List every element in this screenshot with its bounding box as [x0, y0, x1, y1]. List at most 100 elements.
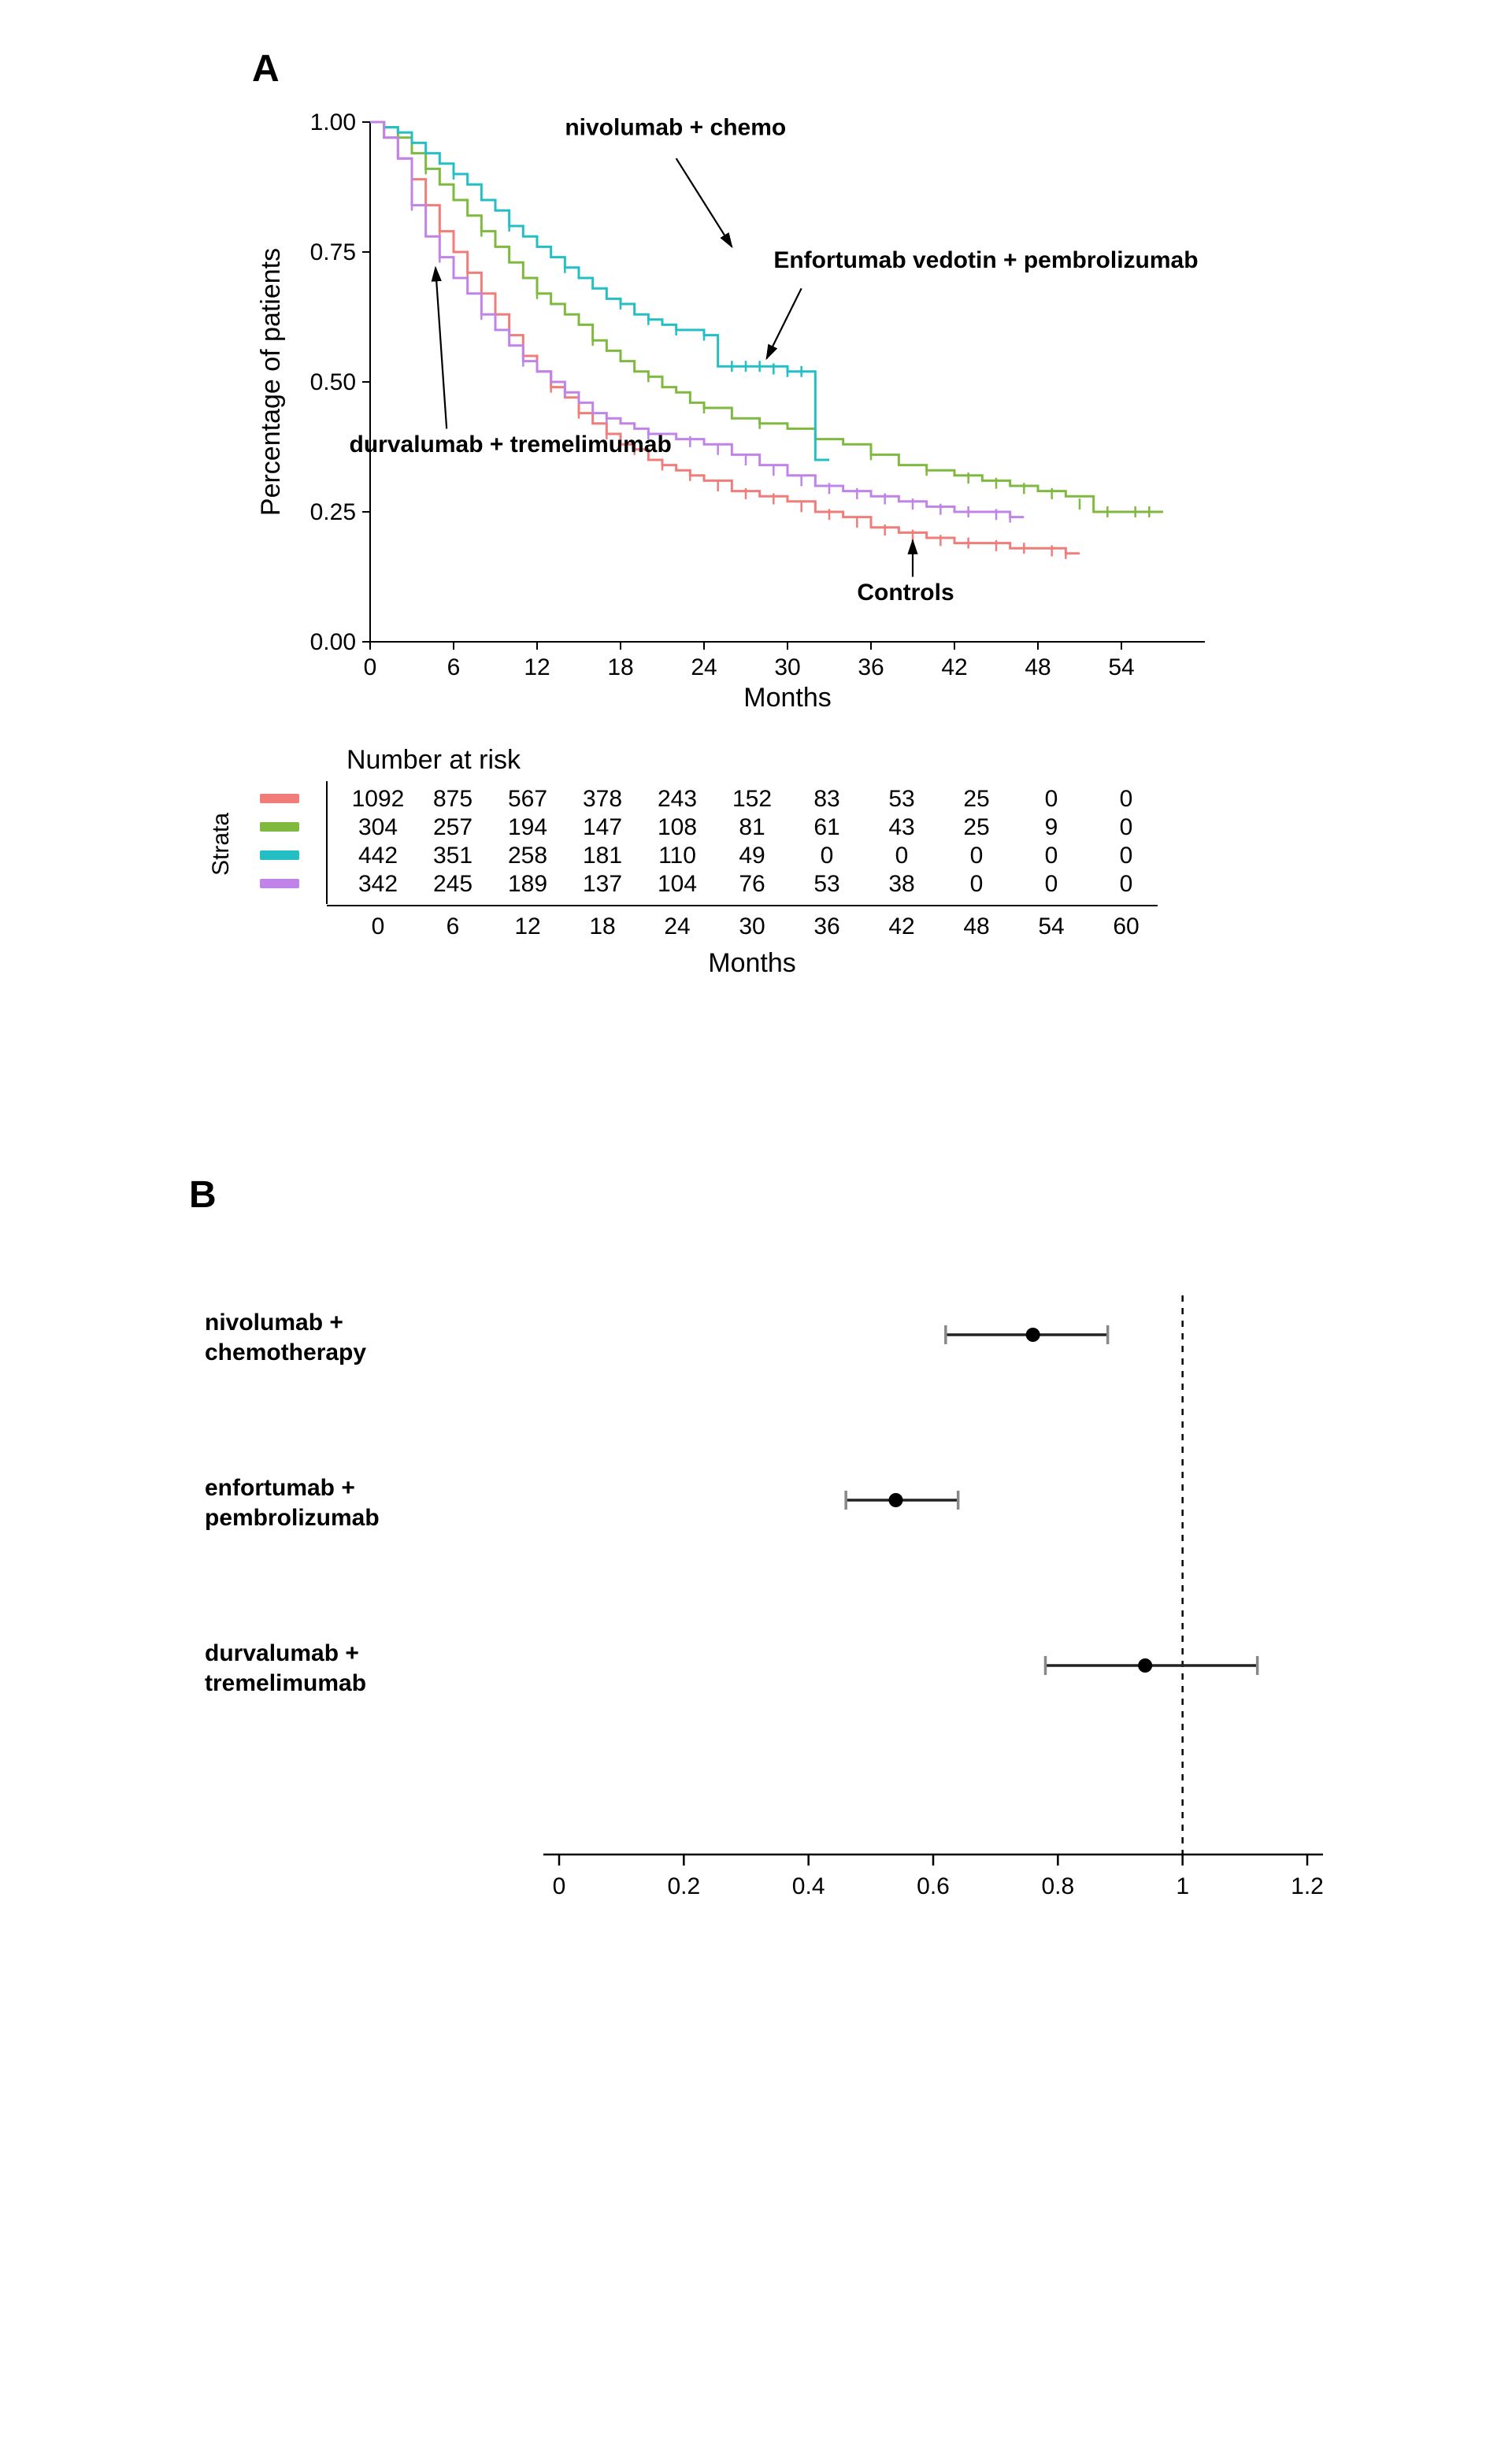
- svg-text:24: 24: [664, 913, 690, 939]
- svg-text:6: 6: [447, 913, 460, 939]
- forest-plot: nivolumab + chemotherapy enfortumab + pembr…: [189, 1280, 1370, 1933]
- svg-text:0.4: 0.4: [792, 1873, 825, 1899]
- svg-text:48: 48: [963, 913, 989, 939]
- svg-text:12: 12: [524, 654, 550, 680]
- svg-text:Months: Months: [743, 683, 832, 713]
- svg-text:30: 30: [739, 913, 765, 939]
- svg-text:61: 61: [813, 814, 839, 840]
- svg-text:Controls: Controls: [857, 580, 954, 606]
- svg-text:0: 0: [895, 843, 909, 869]
- svg-text:60: 60: [1113, 913, 1139, 939]
- panel-a-label: A: [252, 47, 1354, 91]
- svg-text:83: 83: [813, 786, 839, 812]
- svg-text:18: 18: [589, 913, 615, 939]
- svg-text:36: 36: [813, 913, 839, 939]
- svg-text:875: 875: [433, 786, 472, 812]
- svg-text:0.2: 0.2: [667, 1873, 700, 1899]
- svg-text:0: 0: [1120, 814, 1133, 840]
- svg-text:48: 48: [1025, 654, 1051, 680]
- svg-text:0: 0: [970, 871, 984, 897]
- svg-text:42: 42: [888, 913, 914, 939]
- svg-text:1.2: 1.2: [1291, 1873, 1324, 1899]
- svg-text:30: 30: [774, 654, 800, 680]
- svg-text:Enfortumab vedotin + pembroliz: Enfortumab vedotin + pembrolizumab: [773, 247, 1198, 273]
- svg-text:147: 147: [583, 814, 622, 840]
- svg-text:378: 378: [583, 786, 622, 812]
- risk-svg: Number at riskStrata10928755673782431528…: [205, 740, 1228, 1000]
- svg-text:137: 137: [583, 871, 622, 897]
- svg-text:257: 257: [433, 814, 472, 840]
- svg-text:342: 342: [358, 871, 398, 897]
- svg-text:42: 42: [941, 654, 967, 680]
- svg-text:53: 53: [813, 871, 839, 897]
- svg-text:1092: 1092: [352, 786, 405, 812]
- svg-text:18: 18: [607, 654, 633, 680]
- svg-text:0: 0: [1045, 786, 1058, 812]
- svg-text:enfortumab +: enfortumab +: [205, 1475, 355, 1501]
- svg-text:6: 6: [447, 654, 461, 680]
- svg-text:81: 81: [739, 814, 765, 840]
- svg-text:194: 194: [508, 814, 547, 840]
- svg-text:43: 43: [888, 814, 914, 840]
- svg-text:54: 54: [1108, 654, 1134, 680]
- svg-text:0: 0: [1045, 871, 1058, 897]
- svg-text:0: 0: [821, 843, 834, 869]
- svg-text:110: 110: [658, 843, 696, 869]
- svg-text:1.00: 1.00: [310, 109, 356, 135]
- svg-text:9: 9: [1045, 814, 1058, 840]
- svg-text:49: 49: [739, 843, 765, 869]
- svg-text:0: 0: [1120, 786, 1133, 812]
- svg-text:tremelimumab: tremelimumab: [205, 1670, 366, 1696]
- svg-text:Strata: Strata: [208, 813, 234, 876]
- svg-text:pembrolizumab: pembrolizumab: [205, 1505, 380, 1531]
- svg-text:189: 189: [508, 871, 547, 897]
- svg-text:0.8: 0.8: [1041, 1873, 1074, 1899]
- svg-text:38: 38: [888, 871, 914, 897]
- svg-text:181: 181: [583, 843, 622, 869]
- svg-text:76: 76: [739, 871, 765, 897]
- svg-text:304: 304: [358, 814, 398, 840]
- svg-text:0.25: 0.25: [310, 499, 356, 525]
- svg-text:0: 0: [364, 654, 377, 680]
- svg-text:243: 243: [658, 786, 697, 812]
- svg-text:Months: Months: [708, 948, 796, 978]
- svg-text:25: 25: [963, 786, 989, 812]
- svg-text:567: 567: [508, 786, 547, 812]
- svg-text:0: 0: [970, 843, 984, 869]
- svg-text:durvalumab + tremelimumab: durvalumab + tremelimumab: [350, 432, 672, 458]
- svg-text:Percentage of patients: Percentage of patients: [256, 248, 286, 516]
- svg-text:0: 0: [1120, 871, 1133, 897]
- svg-text:24: 24: [691, 654, 717, 680]
- svg-text:53: 53: [888, 786, 914, 812]
- svg-text:0.75: 0.75: [310, 239, 356, 265]
- risk-table: Number at riskStrata10928755673782431528…: [205, 740, 1228, 1000]
- svg-text:36: 36: [858, 654, 884, 680]
- svg-text:0.00: 0.00: [310, 629, 356, 655]
- panel-b-label: B: [189, 1173, 1354, 1217]
- svg-text:nivolumab + chemo: nivolumab + chemo: [565, 115, 786, 141]
- svg-text:54: 54: [1038, 913, 1064, 939]
- svg-text:1: 1: [1176, 1873, 1189, 1899]
- svg-text:108: 108: [658, 814, 697, 840]
- svg-text:0: 0: [1120, 843, 1133, 869]
- svg-text:0: 0: [553, 1873, 566, 1899]
- svg-text:351: 351: [433, 843, 472, 869]
- svg-text:0: 0: [1045, 843, 1058, 869]
- svg-text:durvalumab +: durvalumab +: [205, 1640, 359, 1666]
- svg-text:104: 104: [658, 871, 697, 897]
- svg-text:258: 258: [508, 843, 547, 869]
- svg-text:25: 25: [963, 814, 989, 840]
- svg-text:152: 152: [732, 786, 772, 812]
- svg-text:0: 0: [372, 913, 385, 939]
- svg-text:nivolumab +: nivolumab +: [205, 1310, 343, 1336]
- svg-text:0.6: 0.6: [917, 1873, 950, 1899]
- svg-text:442: 442: [358, 843, 398, 869]
- svg-text:0.50: 0.50: [310, 369, 356, 395]
- svg-text:245: 245: [433, 871, 472, 897]
- forest-svg: nivolumab + chemotherapy enfortumab + pembr…: [189, 1280, 1370, 1933]
- km-svg: 0 6 12 18 24 30 36 42 48 54 0.00 0.25 0.50 0.75 1.00 Mo…: [252, 106, 1236, 721]
- svg-text:Number at risk: Number at risk: [346, 745, 521, 775]
- km-plot: 0 6 12 18 24 30 36 42 48 54 0.00 0.25 0.50 0.75 1.00 Mo…: [252, 106, 1236, 721]
- svg-text:12: 12: [514, 913, 540, 939]
- svg-text:chemotherapy: chemotherapy: [205, 1339, 366, 1365]
